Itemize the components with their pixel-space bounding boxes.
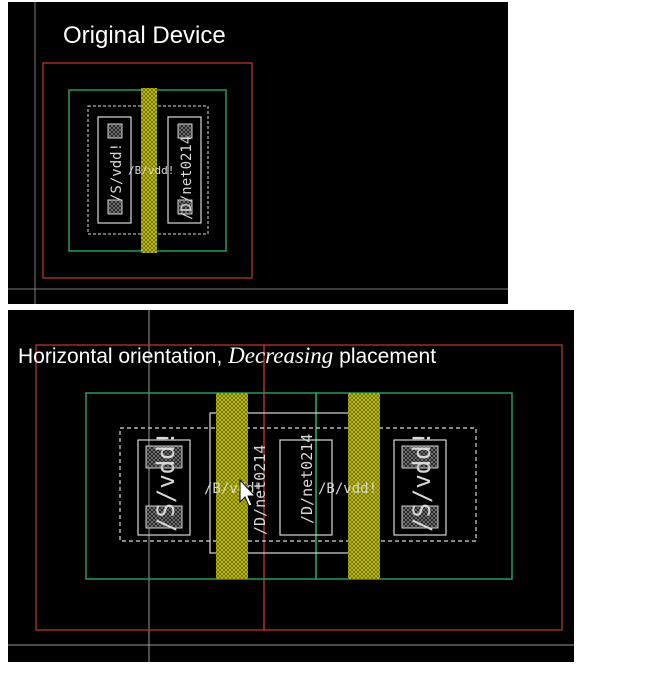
drain-label-rotated: /D/net0214 [251, 445, 269, 535]
diffusion-region-left [85, 392, 317, 580]
panel-title: Original Device [63, 22, 226, 49]
source-label-right: /S/vdd! [408, 431, 436, 532]
title-prefix: Horizontal orientation, [18, 345, 229, 368]
poly-gate [141, 88, 157, 253]
source-contact [97, 116, 132, 224]
drain-contact-mid [279, 439, 333, 536]
gate-label: /B/vdd! [128, 164, 174, 177]
cell-boundary-right [263, 344, 563, 631]
horizontal-placement-panel: /S/vdd! /D/net0214 /D/net0214 /S/vdd! /B… [8, 310, 574, 662]
original-device-layout: /S/vdd! /D/net0214 /B/vdd! [8, 2, 508, 304]
source-label-left: /S/vdd! [152, 431, 180, 532]
drain-label-mid: /D/net0214 [298, 434, 316, 524]
cell-boundary [42, 62, 253, 279]
drain-contact [167, 116, 202, 224]
panel-title: Horizontal orientation, Decreasing place… [18, 343, 436, 369]
mouse-pointer-icon [239, 478, 257, 507]
original-device-panel: /S/vdd! /D/net0214 /B/vdd! Original Devi… [8, 2, 508, 304]
source-contact-right [393, 439, 447, 536]
source-contact-left [137, 439, 191, 536]
diffusion-region-right [315, 392, 513, 580]
horizontal-placement-layout: /S/vdd! /D/net0214 /D/net0214 /S/vdd! /B… [8, 310, 574, 662]
title-emphasis: Decreasing [228, 343, 334, 368]
drain-label: /D/net0214 [179, 136, 195, 220]
instance-outline [119, 427, 477, 542]
poly-gate-right [348, 393, 380, 579]
source-label: /S/vdd! [109, 143, 125, 202]
gate-label-right: /B/vdd! [318, 481, 377, 497]
title-suffix: placement [333, 345, 437, 368]
